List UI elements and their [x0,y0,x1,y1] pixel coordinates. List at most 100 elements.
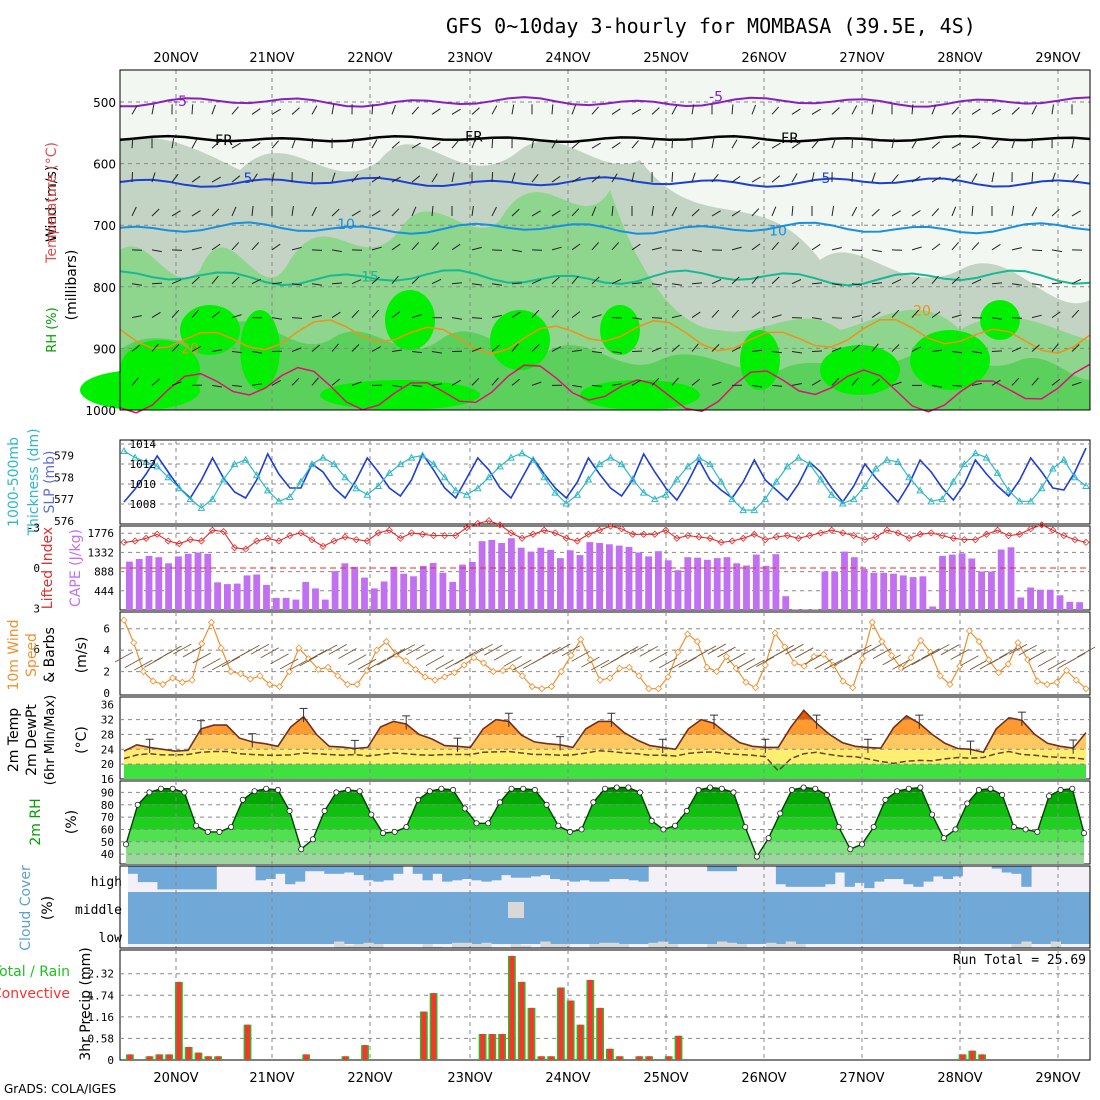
cloud-high-bar [196,866,207,890]
thickness-marker [507,453,515,461]
wind-barb [671,138,674,149]
cape-bar [508,538,515,610]
temp-contour-15 [119,269,1091,287]
li-marker [573,537,581,545]
precip-rain-bar [597,1007,603,1060]
wind-barb [931,104,937,115]
cloud-high-bar [923,866,934,882]
cloud-low-bar [785,941,796,948]
contour-label: 20 [181,342,199,358]
thickness-marker [230,460,239,468]
wind-barb [811,282,823,285]
wind-barb [892,658,911,670]
wind-barb [811,243,821,251]
wind-speed-marker [732,664,740,672]
contour-label: 10 [337,217,355,233]
li-marker [485,517,493,525]
wind-barb [171,210,181,217]
rh-marker [987,785,994,792]
wind-barb [872,648,892,660]
wind-barb [851,206,858,217]
cloud-mid-bar [1011,892,1022,944]
wind-speed-marker [275,683,284,691]
rh-band [126,792,1084,805]
li-marker [452,532,460,540]
cape-bar [214,582,221,610]
wind-barb [231,142,241,149]
rh-high-patch [180,305,240,355]
wind-barb [891,278,902,285]
thickness-line [123,450,1087,511]
wind-barb [131,283,142,286]
cape-bar [762,565,770,610]
cloud-mid-bar [550,892,561,944]
wind-barb [454,653,474,665]
wind-barb [891,344,900,352]
wind-barb [371,309,379,318]
wind-barb [711,279,722,285]
thickness-marker [396,460,405,468]
wind-speed-marker [324,663,332,671]
wind-barb [571,650,590,662]
li-marker [1082,538,1090,546]
rh-marker [602,785,609,792]
wind-speed-marker [713,668,721,676]
cape-bar [988,571,995,610]
wind-barb [231,350,242,354]
wind-barb [991,317,1002,320]
cloud-mid-bar [128,892,139,944]
wind-barb [1076,646,1096,658]
cape-bar [870,572,878,610]
thickness-marker [407,453,416,461]
wind-barb [279,658,299,670]
slp-panel [119,439,1091,525]
thickness-marker [993,468,1002,476]
upper-rh-label: RH (%) [45,307,60,352]
li-marker [629,530,637,538]
wind-barb [391,243,401,251]
li-marker [640,530,648,538]
wind-barb [491,314,502,319]
cloud-mid-bar [236,892,247,944]
wind-barb [971,142,981,149]
wind-barb [1008,643,1028,655]
cape-bar [547,549,554,610]
wind-speed-marker [421,673,429,681]
cloud-mid-bar [373,892,384,944]
precip-rain-bar [489,1034,495,1060]
cloud-low-bar [609,942,620,948]
wind-barb [831,138,836,149]
wind-barb [831,206,835,217]
wind-speed-marker [722,653,731,661]
li-marker [949,534,957,542]
rh-marker [730,789,737,796]
li-marker [518,534,526,542]
rh-marker [835,824,842,831]
cloud-high-bar [834,866,846,873]
thickness-marker [739,506,748,514]
thickness-marker [750,506,759,514]
wind-speed-marker [188,676,196,684]
wind-barb [726,652,746,664]
rh-marker [239,796,246,803]
wind-barb [851,283,862,286]
li-marker [739,534,747,542]
wind-speed-marker [237,670,245,678]
wind-barb [1071,381,1082,386]
wind-barb [291,107,300,115]
wind-barb [411,242,420,251]
wind-barb [891,381,902,386]
cloud-high-bar [177,866,188,890]
rh-tick-label: 90 [101,786,114,799]
cloud-high-bar [334,866,345,874]
wind-barb [291,138,296,149]
rh-marker [344,786,351,793]
precip-label-2: Convective [0,986,70,1002]
wind-barb [451,140,459,149]
cloud-mid-bar [864,892,875,944]
cloud-mid-bar [1040,892,1052,944]
rh-marker [999,791,1006,798]
contour-label: FR [781,131,799,147]
cloud-mid-bar [353,892,365,944]
thickness-marker [274,497,283,505]
